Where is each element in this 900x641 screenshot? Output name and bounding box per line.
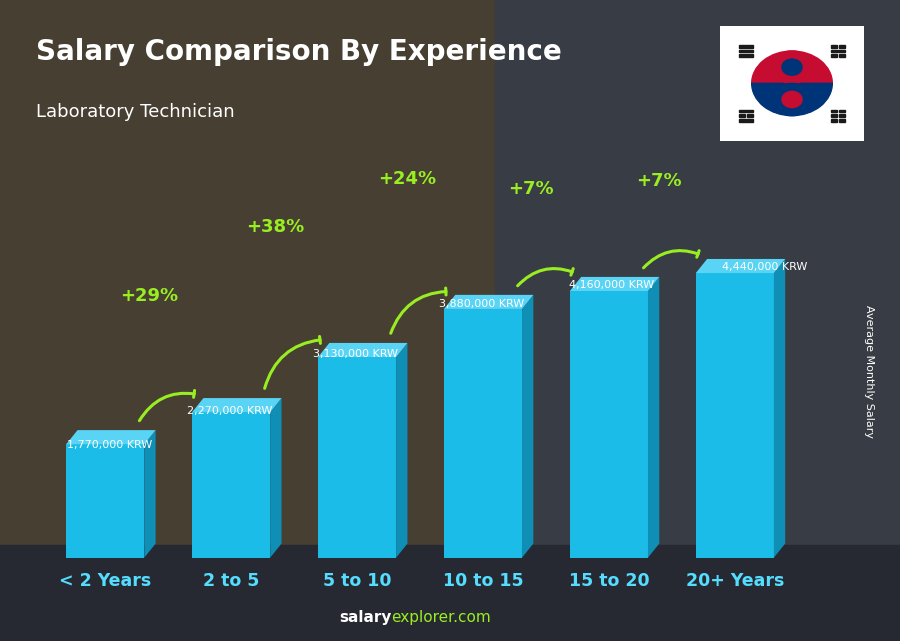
Text: +29%: +29% [121,287,178,305]
Polygon shape [67,430,156,444]
Text: salary: salary [339,610,392,625]
Text: 4,440,000 KRW: 4,440,000 KRW [722,262,807,272]
Text: +38%: +38% [246,217,304,236]
Bar [67,444,144,558]
Text: Salary Comparison By Experience: Salary Comparison By Experience [36,38,562,67]
Bar [739,114,745,117]
Bar [495,0,900,545]
Bar [444,309,522,558]
Polygon shape [270,398,282,558]
Bar [831,49,845,53]
Polygon shape [696,259,785,273]
Text: 1,770,000 KRW: 1,770,000 KRW [68,440,153,450]
Text: 3,130,000 KRW: 3,130,000 KRW [313,349,398,359]
Polygon shape [522,295,534,558]
Text: Laboratory Technician: Laboratory Technician [36,103,235,121]
Bar [0,0,495,545]
Bar [696,273,774,558]
Circle shape [772,83,812,115]
Bar [0,545,900,641]
Bar [831,45,837,48]
Bar [739,110,753,112]
Text: +7%: +7% [508,179,554,198]
Text: +7%: +7% [636,172,682,190]
Bar [831,119,837,122]
Text: 3,880,000 KRW: 3,880,000 KRW [439,299,524,309]
Polygon shape [396,343,408,558]
Bar [839,110,845,112]
Polygon shape [444,295,534,309]
Bar [831,54,837,57]
Text: Average Monthly Salary: Average Monthly Salary [863,305,874,438]
Bar [739,49,753,53]
Bar [831,114,837,117]
Bar [739,54,753,57]
Circle shape [782,59,802,75]
Text: +24%: +24% [378,169,436,188]
Wedge shape [752,83,833,115]
Bar [839,45,845,48]
Text: 4,160,000 KRW: 4,160,000 KRW [569,280,653,290]
Bar [747,114,753,117]
Polygon shape [570,277,660,291]
Circle shape [772,51,812,83]
Wedge shape [752,51,833,83]
Bar [739,119,753,122]
Text: explorer.com: explorer.com [392,610,491,625]
Bar [318,357,396,558]
Circle shape [782,92,802,108]
Text: 2,270,000 KRW: 2,270,000 KRW [187,406,273,417]
Bar [739,45,753,48]
Polygon shape [144,430,156,558]
Polygon shape [648,277,660,558]
Bar [570,291,648,558]
Bar [839,114,845,117]
Polygon shape [774,259,785,558]
Bar [831,110,837,112]
Polygon shape [318,343,408,357]
Polygon shape [192,398,282,412]
Bar [839,54,845,57]
Bar [192,412,270,558]
Bar [839,119,845,122]
